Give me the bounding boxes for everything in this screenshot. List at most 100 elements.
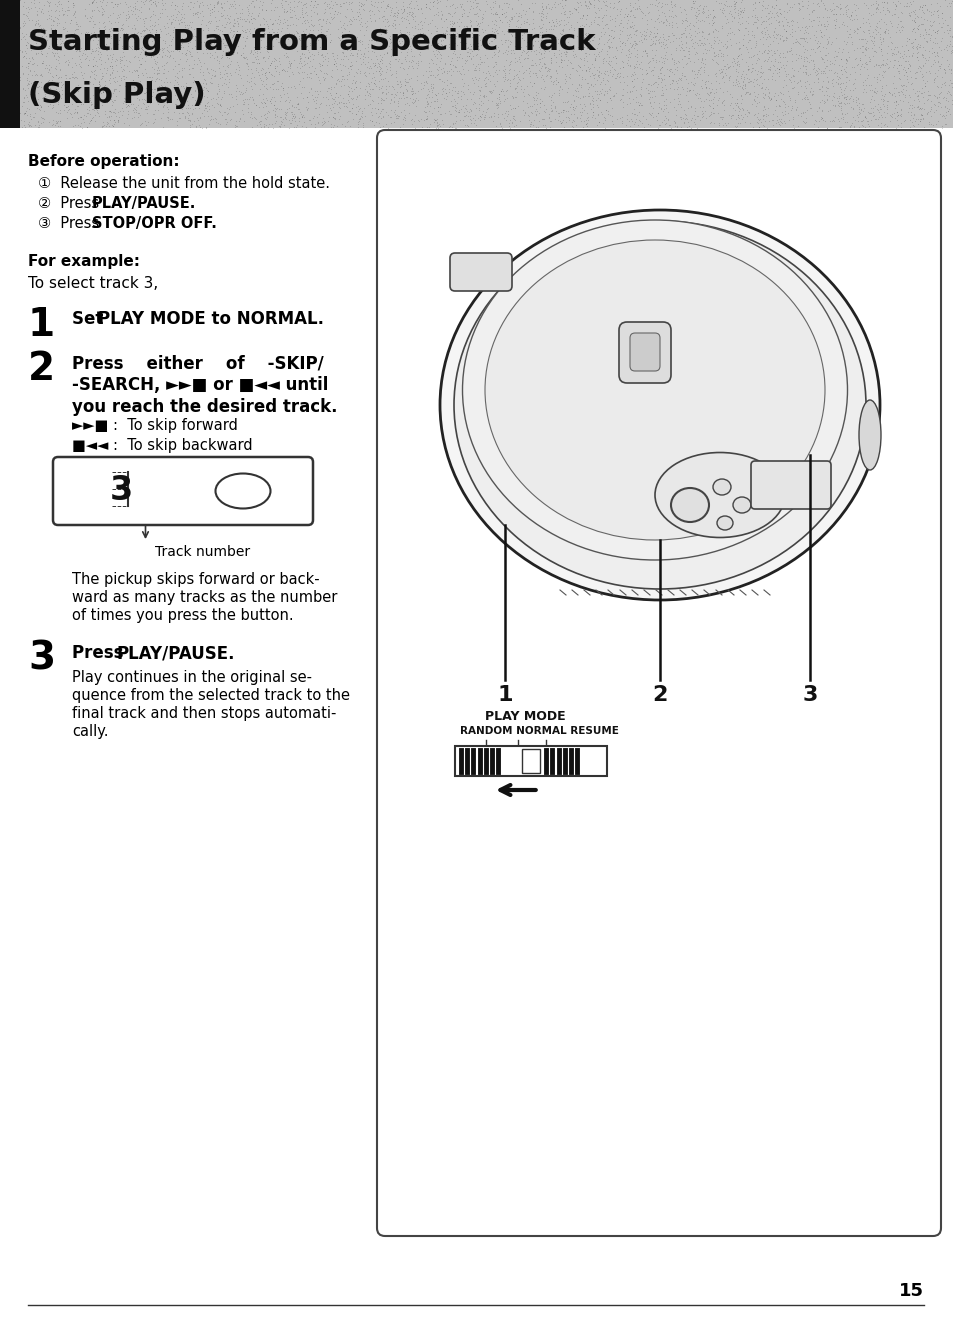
Point [641, 87, 657, 108]
Point [740, 24, 755, 45]
Point [651, 11, 666, 32]
Point [281, 65, 296, 86]
Point [909, 5, 924, 26]
Point [169, 28, 184, 49]
Point [347, 66, 362, 87]
Point [530, 30, 545, 52]
Point [302, 20, 317, 41]
Point [526, 0, 541, 13]
Point [938, 104, 953, 125]
Point [107, 90, 122, 111]
Point [558, 100, 573, 122]
Point [0, 67, 15, 89]
Point [193, 94, 208, 115]
Point [468, 44, 483, 65]
Point [792, 28, 807, 49]
Point [348, 50, 363, 71]
Point [533, 5, 548, 26]
Point [209, 16, 224, 37]
Point [606, 58, 621, 79]
Point [598, 0, 614, 16]
Point [199, 57, 214, 78]
Point [84, 91, 99, 112]
Point [914, 0, 929, 17]
Point [546, 0, 561, 12]
Point [534, 0, 549, 13]
Point [468, 114, 483, 135]
Point [637, 28, 652, 49]
Point [827, 4, 842, 25]
Point [272, 32, 287, 53]
Point [144, 44, 159, 65]
Point [449, 22, 464, 44]
Point [183, 0, 198, 20]
Text: PLAY/PAUSE.: PLAY/PAUSE. [91, 196, 196, 211]
Point [691, 11, 706, 32]
Point [565, 96, 580, 118]
Point [72, 55, 88, 77]
Point [269, 21, 284, 42]
Point [660, 108, 676, 129]
Point [541, 65, 557, 86]
Point [487, 44, 502, 65]
Point [830, 91, 845, 112]
Point [370, 87, 385, 108]
Point [254, 0, 270, 21]
Point [330, 45, 345, 66]
Point [36, 87, 51, 108]
Point [51, 0, 66, 13]
Point [872, 89, 887, 110]
Point [406, 111, 421, 132]
Point [759, 42, 774, 63]
Point [120, 85, 135, 106]
Point [253, 110, 268, 131]
Point [369, 102, 384, 123]
Point [523, 95, 538, 116]
Point [67, 0, 82, 21]
Point [672, 116, 687, 137]
Point [26, 61, 41, 82]
Point [644, 32, 659, 53]
Point [501, 115, 517, 136]
Point [91, 74, 106, 95]
Point [587, 7, 602, 28]
Point [349, 85, 364, 106]
Point [442, 3, 457, 24]
Point [457, 106, 473, 127]
Point [633, 25, 648, 46]
Point [872, 24, 887, 45]
Point [486, 13, 501, 34]
Point [667, 0, 682, 16]
Point [15, 78, 30, 99]
Point [729, 96, 744, 118]
Point [370, 107, 385, 128]
Point [566, 99, 581, 120]
Point [854, 36, 869, 57]
Point [1, 81, 16, 102]
Point [82, 71, 97, 92]
Point [595, 53, 610, 74]
Point [10, 11, 25, 32]
Point [581, 61, 597, 82]
Point [566, 0, 581, 18]
Point [935, 21, 950, 42]
Point [612, 4, 627, 25]
Point [120, 86, 135, 107]
Point [831, 110, 846, 131]
Point [600, 24, 616, 45]
Point [517, 85, 532, 106]
Point [197, 74, 213, 95]
Point [528, 85, 543, 106]
Point [714, 106, 729, 127]
Point [430, 96, 445, 118]
Point [714, 0, 729, 20]
Point [71, 90, 87, 111]
Point [475, 100, 490, 122]
Point [203, 11, 218, 32]
Point [313, 21, 328, 42]
Point [524, 9, 539, 30]
Point [237, 78, 253, 99]
Point [488, 1, 503, 22]
Point [640, 74, 656, 95]
Point [558, 0, 573, 16]
